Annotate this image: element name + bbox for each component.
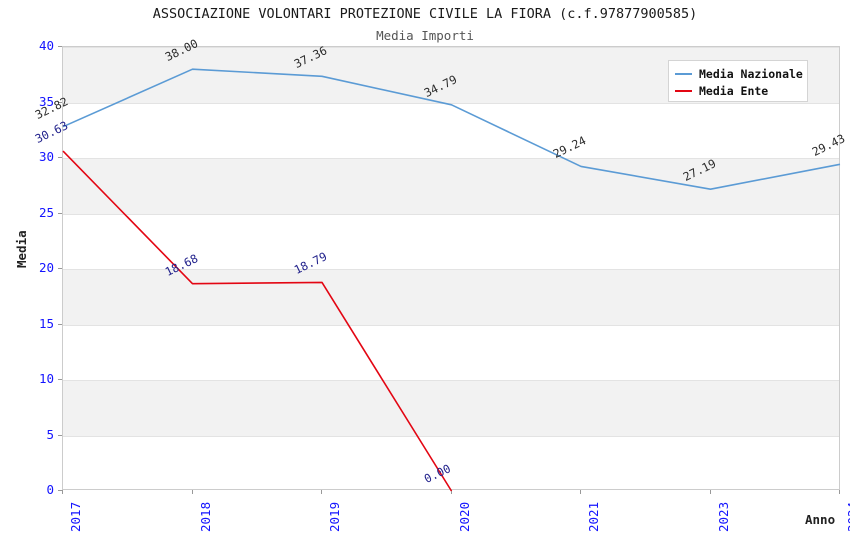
y-tick-mark [58,157,62,158]
y-tick-mark [58,323,62,325]
x-tick-label: 2023 [715,501,731,532]
legend-label-media-nazionale: Media Nazionale [699,66,803,81]
x-tick-mark [450,490,452,494]
x-tick-mark [580,490,581,494]
y-tick-mark [58,379,62,380]
x-tick-label: 2024 [845,501,850,532]
gridline [63,103,839,104]
y-tick-mark [58,212,62,214]
plot-band [63,380,839,436]
gridline [63,380,839,381]
y-tick-label: 20 [38,260,54,275]
y-tick-label: 25 [38,204,54,220]
x-tick-label: 2019 [327,501,342,532]
y-tick-label: 30 [38,149,54,164]
y-tick-mark [58,46,62,47]
y-tick-label: 15 [38,315,54,331]
x-tick-label: 2018 [197,501,213,532]
y-tick-label: 10 [38,371,54,386]
y-tick-mark [58,490,62,491]
chart-title: ASSOCIAZIONE VOLONTARI PROTEZIONE CIVILE… [152,6,698,22]
y-tick-label: 35 [38,93,54,109]
x-axis-label: Anno [805,512,836,527]
legend-swatch-media-ente [675,89,692,92]
gridline [63,269,839,270]
series-line [62,150,453,492]
x-tick-mark [62,490,63,494]
y-tick-mark [58,434,62,436]
x-tick-mark [191,490,193,494]
legend-item[interactable]: Media Nazionale [675,65,803,82]
chart-legend: Media Nazionale Media Ente [668,60,808,102]
y-tick-label: 40 [38,38,54,53]
gridline [63,47,839,48]
y-tick-mark [58,268,62,269]
y-tick-label: 0 [46,482,54,497]
x-tick-mark [709,490,711,494]
legend-label-media-ente: Media Ente [699,83,769,98]
series-lines [62,68,841,492]
x-tick-mark [321,490,322,494]
plot-area: 32.82 38.00 37.36 34.79 29.24 27.19 29.43 30.63… [33,36,847,492]
gridline [63,158,839,159]
x-tick-label: 2017 [68,501,83,532]
plot-band [63,269,839,325]
chart-subtitle: Media Importi [376,28,474,43]
y-tick-label: 5 [46,426,54,442]
x-tick-mark [839,490,840,494]
y-tick-mark [58,101,62,103]
x-tick-label: 2020 [456,501,472,532]
plot-band [63,158,839,214]
x-tick-label: 2021 [586,501,601,532]
gridline [63,436,839,437]
series-line [62,68,841,190]
legend-item[interactable]: Media Ente [675,82,801,99]
gridline [63,325,839,326]
legend-swatch-media-nazionale [675,72,692,75]
gridline [63,214,839,215]
